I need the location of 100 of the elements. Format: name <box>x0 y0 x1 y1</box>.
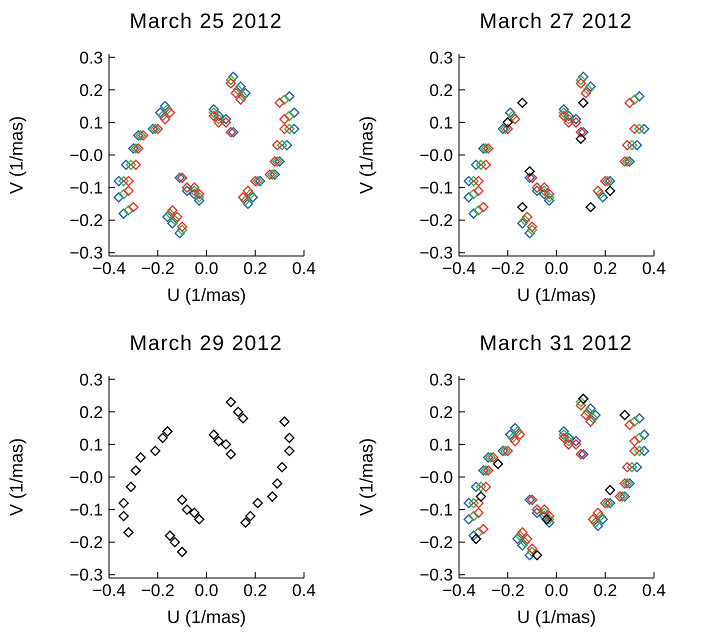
point <box>480 143 491 154</box>
point <box>476 160 486 170</box>
point <box>539 504 550 515</box>
point <box>524 172 535 183</box>
point <box>526 546 538 558</box>
point <box>240 195 251 206</box>
point <box>558 107 569 118</box>
point <box>118 176 129 186</box>
point <box>174 172 185 183</box>
point <box>264 169 276 180</box>
point <box>564 114 574 124</box>
y-tick-label: −0.2 <box>69 211 103 230</box>
point <box>118 510 129 522</box>
point <box>585 416 596 427</box>
point <box>592 520 604 532</box>
point <box>558 426 569 437</box>
point <box>220 114 232 124</box>
point <box>170 215 180 226</box>
point <box>284 91 295 102</box>
point <box>148 124 158 134</box>
point <box>174 228 185 238</box>
point <box>602 498 613 508</box>
point <box>512 426 523 437</box>
point <box>604 186 616 196</box>
y-axis-title: V (1/mas) <box>6 116 26 194</box>
x-tick-label: 0.0 <box>544 259 568 278</box>
y-tick-label: 0.3 <box>429 370 453 390</box>
y-tick-label: 0.3 <box>79 370 103 390</box>
point <box>510 422 520 434</box>
point <box>544 517 554 528</box>
point <box>558 110 569 122</box>
point <box>507 110 518 122</box>
y-tick-label: 0.2 <box>79 80 103 100</box>
point <box>558 432 569 444</box>
point <box>279 114 290 124</box>
point <box>585 81 596 92</box>
point <box>476 482 486 492</box>
x-axis-title: U (1/mas) <box>166 606 246 627</box>
point <box>617 491 628 502</box>
point <box>228 72 238 82</box>
point <box>468 530 479 541</box>
point <box>279 416 290 427</box>
point <box>473 498 484 508</box>
point <box>252 176 263 186</box>
point <box>634 446 645 456</box>
point <box>526 222 538 232</box>
point <box>626 462 638 472</box>
point <box>254 176 266 186</box>
point <box>473 205 484 216</box>
point <box>588 413 598 424</box>
point <box>464 514 474 525</box>
chart-title: March 25 2012 <box>128 10 284 35</box>
point <box>284 446 295 456</box>
y-tick-label: 0.1 <box>429 113 453 132</box>
point <box>478 524 489 534</box>
point <box>564 436 574 446</box>
point <box>544 195 554 206</box>
point <box>634 91 645 102</box>
point <box>272 478 282 489</box>
point <box>228 127 238 138</box>
point <box>164 107 176 118</box>
y-tick-label: 0.2 <box>79 402 103 422</box>
point <box>245 188 256 200</box>
point <box>622 478 632 489</box>
point <box>226 78 236 88</box>
point <box>468 208 479 219</box>
point <box>220 439 232 450</box>
point <box>464 176 474 186</box>
point <box>558 104 569 115</box>
y-tick-label: 0.3 <box>429 48 453 68</box>
point <box>194 188 204 200</box>
point <box>468 498 479 508</box>
point <box>570 114 582 124</box>
point <box>478 465 489 476</box>
point <box>128 202 139 212</box>
point <box>588 514 598 525</box>
point <box>248 192 258 203</box>
point <box>620 478 630 489</box>
point <box>520 537 530 548</box>
point <box>532 186 542 196</box>
x-tick-label: −0.2 <box>490 581 525 600</box>
point <box>242 186 254 196</box>
point <box>189 182 200 193</box>
point <box>639 124 650 134</box>
point <box>524 228 535 238</box>
x-tick-label: −0.2 <box>140 581 175 600</box>
x-axis-title: U (1/mas) <box>166 284 246 305</box>
point <box>240 88 251 98</box>
point <box>133 143 144 154</box>
x-tick-label: 0.4 <box>292 581 316 600</box>
point <box>620 156 630 167</box>
point <box>634 413 645 424</box>
point <box>634 124 645 134</box>
point <box>517 218 528 229</box>
point <box>576 396 586 408</box>
point <box>602 176 613 186</box>
point <box>267 169 278 180</box>
point <box>585 202 596 212</box>
y-axis-title: V (1/mas) <box>356 116 376 194</box>
point <box>118 208 129 219</box>
